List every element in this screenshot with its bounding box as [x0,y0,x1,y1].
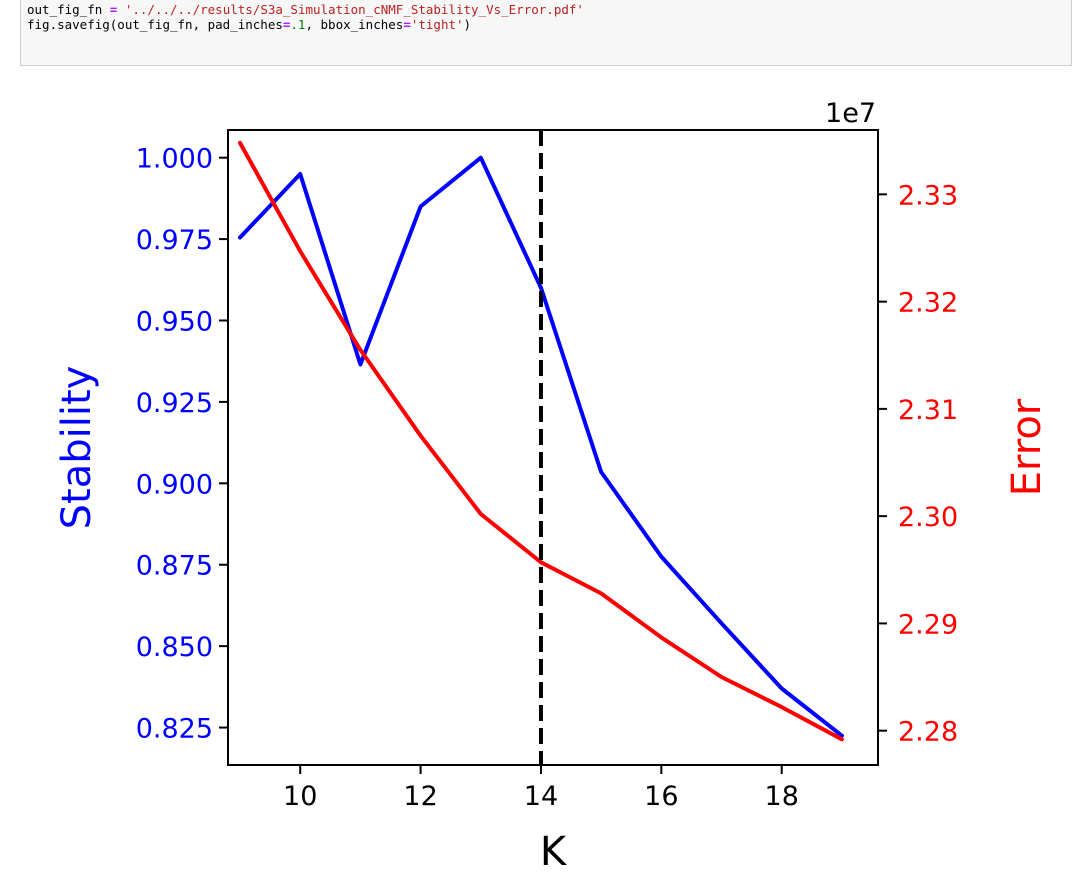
y-left-tick-label: 1.000 [136,144,213,175]
y-left-tick-label: 0.975 [136,225,213,256]
y-axis-left-title: Stability [54,366,100,530]
x-axis-title: K [540,829,568,875]
code-line-1: out_fig_fn = '../../../results/S3a_Simul… [27,2,1065,17]
y-left-tick-label: 0.950 [136,307,213,338]
x-tick-label: 14 [524,781,558,812]
code-number: .1 [290,17,306,32]
code-string: 'tight' [410,17,464,32]
y-left-tick-label: 0.850 [136,632,213,663]
y-right-tick-label: 2.31 [898,395,958,426]
code-string: '../../../results/S3a_Simulation_cNMF_St… [124,2,584,17]
y-left-tick-label: 0.925 [136,388,213,419]
y-left-tick-label: 0.900 [136,469,213,500]
code-operator: = [109,2,118,17]
x-tick-label: 12 [403,781,437,812]
error-series-line [238,140,844,742]
y-axis-right-title: Error [1004,398,1050,496]
right-axis-offset-label: 1e7 [825,98,876,129]
y-right-tick-label: 2.29 [898,609,958,640]
code-operator: = [282,17,291,32]
code-line-2: fig.savefig(out_fig_fn, pad_inches=.1, b… [27,17,1065,32]
x-tick-label: 18 [765,781,799,812]
code-text: fig.savefig(out_fig_fn, pad_inches [27,17,283,32]
stability-series-line [238,155,844,738]
code-variable: out_fig_fn [27,2,110,17]
y-right-tick-label: 2.33 [898,180,958,211]
y-right-tick-label: 2.28 [898,717,958,748]
y-right-tick-label: 2.32 [898,288,958,319]
code-text: ) [463,17,472,32]
x-tick-label: 10 [283,781,317,812]
code-cell[interactable]: out_fig_fn = '../../../results/S3a_Simul… [20,0,1072,66]
y-left-tick-label: 0.875 [136,551,213,582]
y-left-tick-label: 0.825 [136,714,213,745]
y-right-tick-label: 2.30 [898,502,958,533]
plot-frame [227,129,879,766]
code-operator: = [403,17,411,32]
x-tick-label: 16 [644,781,678,812]
code-text: , bbox_inches [305,17,404,32]
